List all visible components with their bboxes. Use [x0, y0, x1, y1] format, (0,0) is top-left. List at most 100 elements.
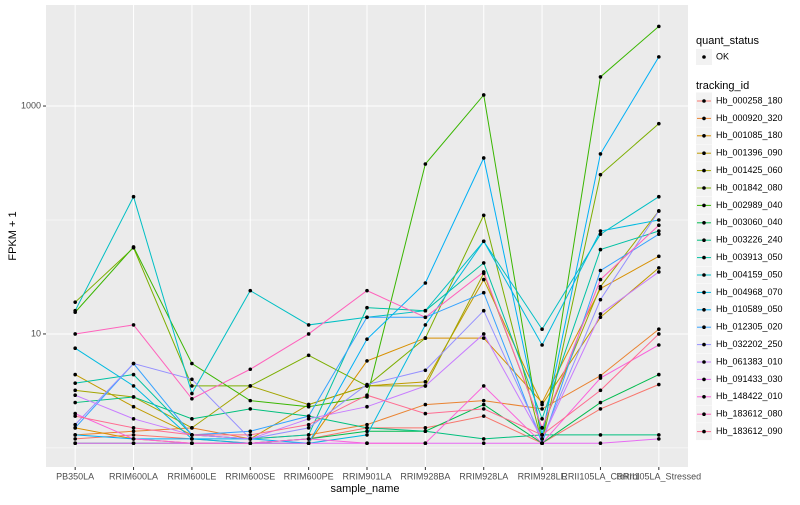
legend-point [702, 116, 706, 121]
data-point [657, 55, 661, 59]
data-point [481, 213, 486, 218]
data-point [598, 247, 603, 252]
data-point [481, 441, 486, 445]
data-point [423, 336, 428, 340]
legend-label: Hb_003913_050 [716, 252, 783, 262]
data-point [598, 229, 603, 233]
data-point [598, 232, 603, 237]
data-point [73, 381, 77, 385]
data-point [73, 414, 77, 418]
data-point [248, 429, 253, 434]
legend-label: Hb_032202_250 [716, 339, 783, 349]
legend-point [702, 221, 706, 225]
data-point [423, 402, 428, 407]
data-point [481, 156, 486, 160]
legend-title: tracking_id [696, 80, 749, 92]
data-point [73, 346, 77, 350]
data-point [423, 368, 428, 373]
legend-label: Hb_001085_180 [716, 130, 783, 140]
x-tick-label: RRII105LA_Stressed [617, 471, 702, 481]
data-point [248, 437, 253, 441]
data-point [131, 433, 136, 437]
x-tick-label: RRIM600LE [167, 471, 216, 481]
legend-point [702, 395, 706, 399]
data-point [73, 422, 77, 427]
data-point [248, 288, 253, 293]
data-point [306, 417, 311, 421]
status-legend-title: quant_status [696, 35, 759, 47]
legend-label: OK [716, 51, 729, 61]
data-point [598, 312, 603, 316]
data-point [365, 382, 369, 387]
data-point [540, 437, 544, 441]
x-tick-label: RRIM928LE [518, 471, 567, 481]
data-point [598, 441, 603, 445]
x-tick-label: RRIM600SE [225, 471, 275, 481]
legend-point [702, 134, 706, 138]
data-point [657, 24, 661, 29]
legend-label: Hb_091433_030 [716, 374, 783, 384]
data-point [481, 277, 486, 282]
legend-point [702, 151, 706, 155]
data-point [365, 422, 369, 427]
data-point [598, 388, 603, 393]
data-point [423, 162, 428, 166]
legend-point [702, 377, 706, 382]
data-point [657, 121, 661, 126]
data-point [365, 288, 369, 293]
data-point [598, 315, 603, 320]
data-point [248, 367, 253, 372]
data-point [365, 441, 369, 445]
data-point [306, 332, 311, 336]
data-point [306, 441, 311, 445]
legend-label: Hb_012305_020 [716, 322, 783, 332]
data-point [481, 332, 486, 336]
legend-point [702, 55, 706, 59]
data-point [73, 441, 77, 445]
legend-point [702, 290, 706, 295]
data-point [598, 268, 603, 273]
data-point [306, 404, 311, 409]
x-tick-label: RRIM928LA [459, 471, 508, 481]
data-point [190, 437, 194, 441]
data-point [131, 323, 136, 327]
data-point [190, 433, 194, 437]
data-point [190, 426, 194, 430]
data-point [131, 404, 136, 409]
data-point [657, 343, 661, 347]
data-point [423, 315, 428, 320]
data-point [657, 270, 661, 274]
data-point [481, 402, 486, 407]
data-point [131, 384, 136, 388]
data-point [598, 172, 603, 177]
x-tick-label: RRIM600PE [284, 471, 334, 481]
data-point [248, 407, 253, 411]
data-point [248, 433, 253, 437]
data-point [365, 305, 369, 310]
legend-point [702, 308, 706, 312]
data-point [657, 266, 661, 270]
data-point [598, 376, 603, 380]
data-point [423, 411, 428, 416]
data-point [540, 343, 544, 347]
legend-label: Hb_000920_320 [716, 113, 783, 123]
data-point [540, 433, 544, 437]
y-axis-title: FPKM + 1 [7, 211, 19, 260]
data-point [598, 152, 603, 156]
legend-point [702, 429, 706, 434]
y-tick-label: 10 [31, 328, 41, 338]
legend-label: Hb_183612_090 [716, 426, 783, 436]
x-axis-title: sample_name [330, 483, 399, 495]
legend-point [702, 99, 706, 103]
data-point [306, 323, 311, 327]
legend-label: Hb_061383_010 [716, 356, 783, 366]
data-point [657, 194, 661, 199]
data-point [540, 407, 544, 411]
legend-label: Hb_000258_180 [716, 95, 783, 105]
legend-label: Hb_001396_090 [716, 148, 783, 158]
data-point [73, 308, 77, 313]
legend-point [702, 168, 706, 173]
data-point [598, 277, 603, 282]
data-point [190, 361, 194, 366]
data-point [540, 417, 544, 421]
